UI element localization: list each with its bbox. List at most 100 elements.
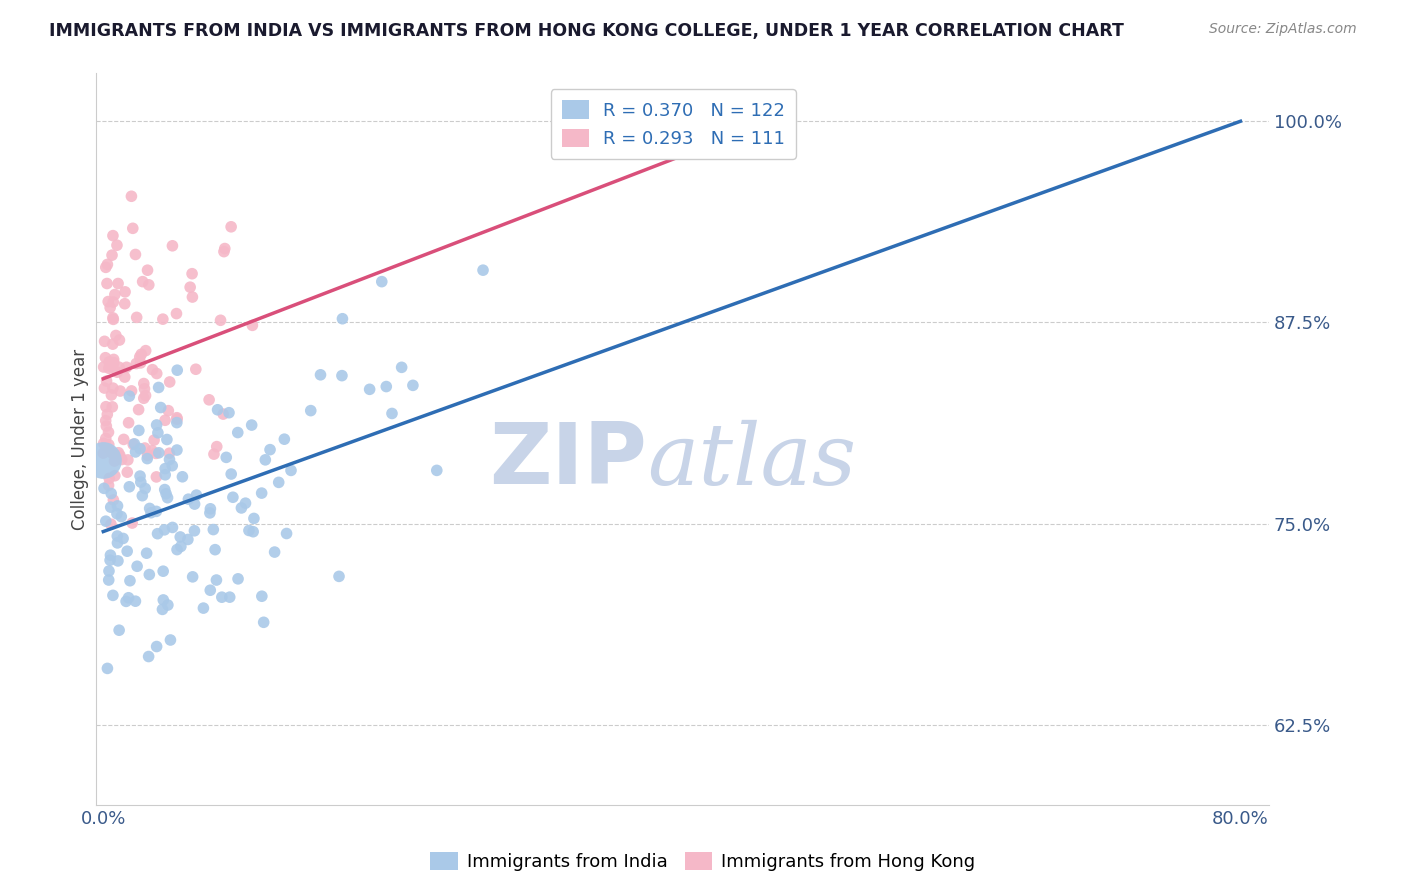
Point — [93, 359, 115, 374]
Point — [184, 362, 207, 376]
Point — [135, 546, 157, 560]
Point — [243, 511, 266, 525]
Point — [134, 482, 156, 496]
Point — [152, 602, 174, 616]
Point — [330, 368, 353, 383]
Point — [104, 287, 127, 301]
Point — [132, 376, 155, 391]
Point — [153, 483, 176, 497]
Point — [129, 442, 152, 456]
Point — [108, 624, 131, 638]
Point — [124, 437, 146, 451]
Point — [219, 219, 242, 234]
Point — [118, 574, 141, 588]
Point — [117, 465, 139, 479]
Point — [105, 238, 128, 252]
Point — [332, 311, 354, 326]
Point — [101, 310, 124, 325]
Point — [97, 361, 120, 376]
Point — [107, 536, 129, 550]
Point — [250, 589, 273, 603]
Point — [375, 379, 398, 393]
Point — [226, 425, 249, 440]
Point — [145, 504, 167, 518]
Point — [124, 247, 146, 261]
Point — [115, 544, 138, 558]
Point — [153, 413, 176, 427]
Point — [127, 559, 149, 574]
Point — [402, 378, 425, 392]
Point — [152, 593, 174, 607]
Point — [100, 359, 122, 374]
Point — [101, 446, 124, 460]
Point — [166, 412, 188, 426]
Point — [136, 451, 159, 466]
Point — [156, 433, 179, 447]
Point — [129, 469, 152, 483]
Point — [162, 520, 184, 534]
Point — [148, 446, 170, 460]
Point — [107, 499, 129, 513]
Point — [426, 463, 449, 477]
Point — [166, 542, 188, 557]
Point — [145, 367, 167, 381]
Point — [205, 440, 228, 454]
Point — [149, 401, 172, 415]
Point — [141, 362, 163, 376]
Point — [94, 414, 117, 428]
Point — [93, 381, 115, 395]
Legend: Immigrants from India, Immigrants from Hong Kong: Immigrants from India, Immigrants from H… — [423, 845, 983, 879]
Point — [108, 449, 131, 463]
Point — [93, 334, 115, 349]
Point — [100, 517, 122, 532]
Point — [94, 260, 117, 275]
Point — [98, 553, 121, 567]
Point — [146, 526, 169, 541]
Point — [100, 548, 122, 562]
Point — [472, 263, 495, 277]
Point — [118, 389, 141, 403]
Point — [135, 388, 157, 402]
Point — [162, 458, 184, 473]
Point — [110, 384, 132, 398]
Point — [166, 416, 188, 430]
Point — [103, 454, 125, 468]
Text: ZIP: ZIP — [489, 419, 647, 502]
Point — [96, 374, 118, 388]
Point — [181, 290, 204, 304]
Point — [259, 442, 281, 457]
Point — [215, 450, 238, 465]
Point — [267, 475, 290, 490]
Point — [299, 403, 322, 417]
Point — [157, 403, 180, 417]
Point — [242, 524, 264, 539]
Point — [181, 267, 204, 281]
Point — [94, 431, 117, 445]
Point — [128, 424, 150, 438]
Point — [96, 277, 118, 291]
Point — [153, 523, 176, 537]
Point — [117, 453, 139, 467]
Point — [152, 564, 174, 578]
Point — [226, 572, 249, 586]
Point — [136, 263, 159, 277]
Point — [94, 351, 117, 365]
Point — [145, 446, 167, 460]
Point — [98, 355, 121, 369]
Point — [202, 447, 225, 461]
Text: IMMIGRANTS FROM INDIA VS IMMIGRANTS FROM HONG KONG COLLEGE, UNDER 1 YEAR CORRELA: IMMIGRANTS FROM INDIA VS IMMIGRANTS FROM… — [49, 22, 1123, 40]
Point — [240, 418, 263, 433]
Point — [114, 297, 136, 311]
Point — [328, 569, 350, 583]
Point — [198, 506, 221, 520]
Point — [94, 514, 117, 528]
Point — [101, 228, 124, 243]
Point — [108, 333, 131, 347]
Point — [166, 363, 188, 377]
Point — [138, 501, 160, 516]
Point — [145, 470, 167, 484]
Point — [98, 301, 121, 315]
Point — [110, 509, 132, 524]
Point — [112, 433, 135, 447]
Point — [138, 567, 160, 582]
